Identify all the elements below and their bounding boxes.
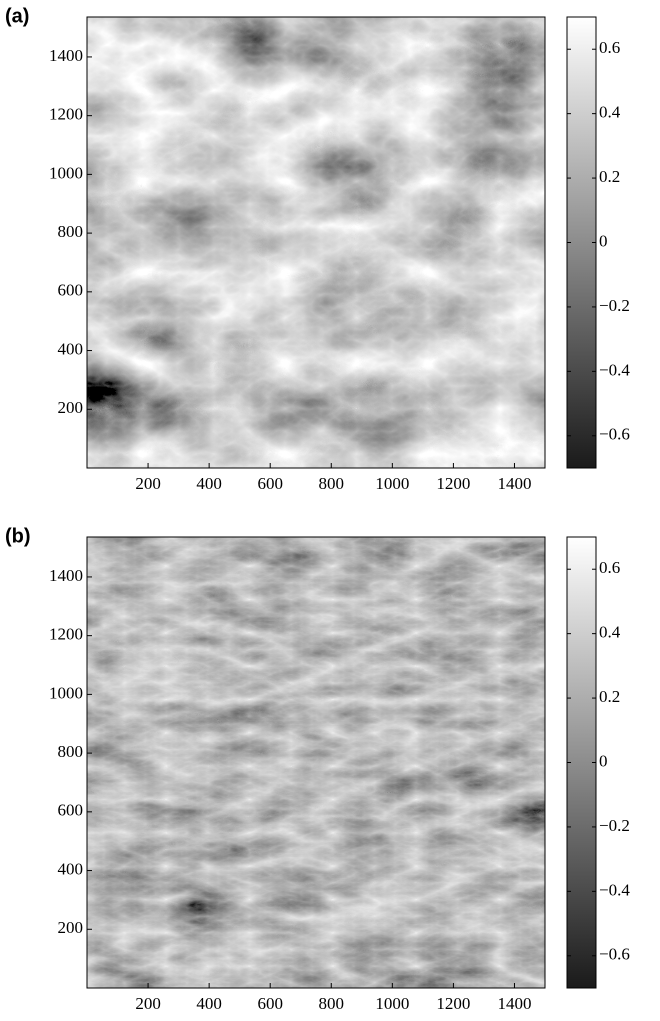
colorbar-tick-label: −0.4 (599, 880, 630, 899)
colorbar-tick-label: 0 (599, 231, 608, 250)
colorbar-tick-label: 0 (599, 751, 608, 770)
x-tick-label: 800 (319, 994, 345, 1013)
x-tick-label: 200 (135, 474, 161, 493)
colorbar-tick-label: 0.6 (599, 558, 620, 577)
panel-label: (a) (5, 5, 29, 27)
y-tick-label: 1200 (49, 625, 83, 644)
x-tick-label: 1400 (497, 994, 531, 1013)
colorbar (566, 16, 597, 469)
x-tick-label: 1000 (375, 474, 409, 493)
y-tick-label: 600 (58, 801, 84, 820)
colorbar-tick-label: −0.6 (599, 425, 630, 444)
x-tick-label: 600 (257, 994, 283, 1013)
colorbar-tick-label: −0.2 (599, 296, 630, 315)
y-tick-label: 1400 (49, 46, 83, 65)
x-tick-label: 400 (196, 474, 222, 493)
field-image (87, 17, 545, 468)
y-tick-label: 1000 (49, 683, 83, 702)
y-tick-label: 200 (58, 918, 84, 937)
field-image (87, 537, 545, 988)
colorbar (566, 536, 597, 989)
x-tick-label: 1200 (436, 474, 470, 493)
y-tick-label: 400 (58, 339, 84, 358)
x-tick-label: 200 (135, 994, 161, 1013)
colorbar-tick-label: −0.4 (599, 360, 630, 379)
y-tick-label: 400 (58, 859, 84, 878)
colorbar-tick-label: −0.6 (599, 945, 630, 964)
x-tick-label: 1400 (497, 474, 531, 493)
y-tick-label: 200 (58, 398, 84, 417)
y-tick-label: 800 (58, 222, 84, 241)
x-tick-label: 1200 (436, 994, 470, 1013)
colorbar-tick-label: −0.2 (599, 816, 630, 835)
colorbar-tick-label: 0.2 (599, 687, 620, 706)
x-tick-label: 400 (196, 994, 222, 1013)
axes-frame (86, 16, 546, 469)
y-tick-label: 800 (58, 742, 84, 761)
y-tick-label: 1200 (49, 105, 83, 124)
y-tick-label: 1400 (49, 566, 83, 585)
y-tick-label: 600 (58, 281, 84, 300)
axes-frame (86, 536, 546, 989)
colorbar-tick-label: 0.4 (599, 103, 621, 122)
x-tick-label: 800 (319, 474, 345, 493)
y-tick-label: 1000 (49, 163, 83, 182)
panel-label: (b) (5, 525, 31, 547)
colorbar-tick-label: 0.4 (599, 623, 621, 642)
colorbar-tick-label: 0.6 (599, 38, 620, 57)
x-tick-label: 600 (257, 474, 283, 493)
x-tick-label: 1000 (375, 994, 409, 1013)
colorbar-tick-label: 0.2 (599, 167, 620, 186)
